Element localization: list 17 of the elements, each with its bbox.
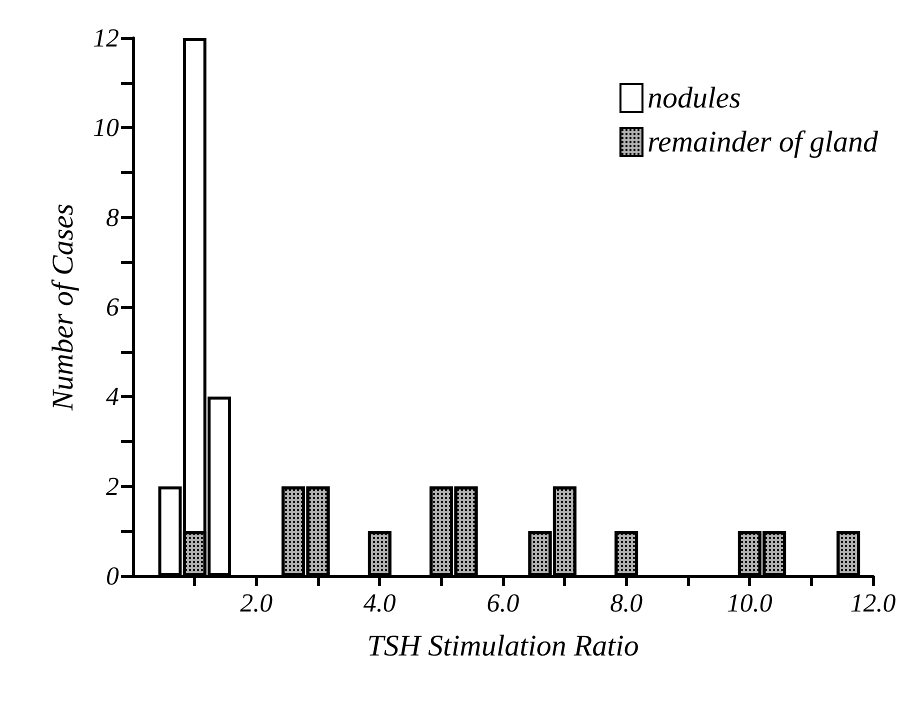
y-tick-label: 0 [106, 562, 119, 590]
x-tick-label: 8.0 [610, 588, 643, 618]
x-tick-label: 12.0 [850, 588, 896, 618]
y-axis-title: Number of Cases [46, 204, 80, 412]
x-tick-label: 10.0 [726, 588, 772, 618]
x-tick-label: 4.0 [363, 588, 396, 618]
y-tick-label: 2 [106, 472, 119, 501]
x-axis-title: TSH Stimulation Ratio [367, 630, 639, 662]
x-tick-label: 6.0 [486, 588, 520, 618]
y-tick-label: 8 [106, 202, 119, 232]
y-tick-label: 12 [93, 24, 119, 52]
y-tick-label: 10 [93, 113, 119, 142]
legend-label: nodules [647, 82, 741, 114]
y-tick-label: 6 [106, 292, 119, 322]
x-tick-label: 2.0 [240, 588, 273, 618]
y-tick-label: 4 [106, 382, 119, 412]
legend-label: remainder of gland [647, 126, 879, 158]
